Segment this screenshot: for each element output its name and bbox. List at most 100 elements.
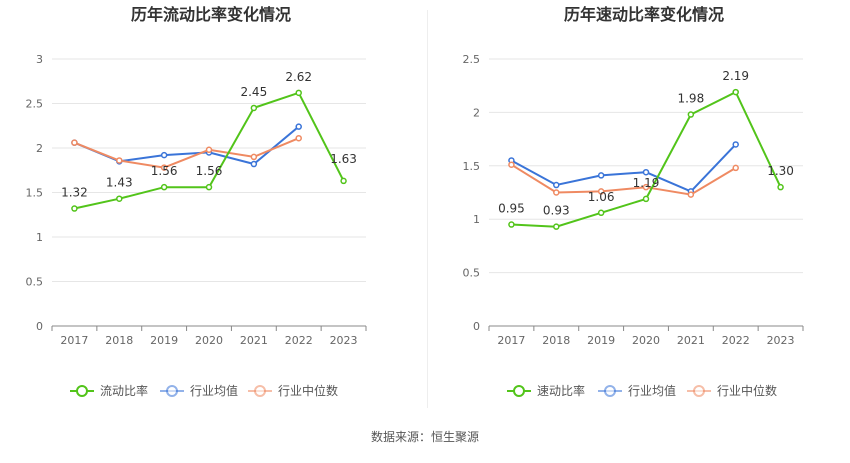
y-tick-label: 2: [36, 142, 43, 155]
series-main: [71, 89, 347, 212]
data-point: [160, 183, 168, 191]
data-point: [642, 168, 650, 176]
y-tick-label: 0: [36, 320, 43, 333]
data-label: 2.62: [285, 70, 312, 84]
legend-item: 行业均值: [160, 383, 238, 398]
series-industry-median: [71, 134, 302, 171]
x-tick-label: 2023: [330, 334, 358, 347]
data-point: [295, 123, 302, 130]
data-label: 1.56: [151, 164, 178, 178]
data-point: [295, 89, 302, 97]
data-point: [295, 134, 302, 142]
series-line: [510, 143, 737, 193]
data-point: [340, 177, 347, 185]
legend-label: 速动比率: [537, 383, 585, 398]
y-tick-label: 1: [473, 213, 480, 226]
data-label: 1.06: [588, 190, 615, 204]
data-label: 1.30: [767, 164, 794, 178]
data-point: [597, 209, 605, 217]
chart-title: 历年速动比率变化情况: [564, 5, 724, 24]
data-label: 1.19: [633, 176, 660, 190]
data-point: [160, 164, 168, 171]
data-point: [160, 151, 168, 159]
y-tick-label: 2.5: [26, 98, 44, 111]
legend-marker: [693, 385, 705, 397]
data-point: [597, 188, 605, 195]
data-point: [508, 161, 515, 168]
x-tick-label: 2020: [632, 334, 660, 347]
chart-1: 历年流动比率变化情况 0 0.5 1 1.5 2 2.5 3 2017 2018 2019 2020 2…: [26, 5, 367, 398]
legend-item: 流动比率: [70, 383, 148, 398]
legend-item: 速动比率: [507, 383, 585, 398]
legend-marker: [166, 385, 178, 397]
x-tick-label: 2017: [497, 334, 525, 347]
data-label: 0.93: [543, 204, 570, 218]
series-main: [508, 88, 784, 230]
data-label: 2.45: [240, 85, 267, 99]
data-label: 1.98: [677, 92, 704, 106]
y-tick-label: 0: [473, 320, 480, 333]
legend-marker: [513, 385, 525, 397]
data-label: 0.95: [498, 202, 525, 216]
legend-item: 行业均值: [598, 383, 676, 398]
data-label: 1.56: [196, 164, 223, 178]
series-industry-mean: [508, 141, 739, 195]
data-point: [205, 183, 213, 191]
data-point: [687, 111, 695, 118]
x-tick-label: 2018: [542, 334, 570, 347]
legend-marker: [76, 385, 88, 397]
data-source-note: 数据来源：恒生聚源: [370, 430, 479, 444]
data-point: [597, 172, 605, 179]
x-tick-label: 2021: [677, 334, 705, 347]
legend-marker: [604, 385, 616, 397]
data-point: [553, 189, 560, 196]
data-point: [250, 153, 258, 161]
series-industry-mean: [71, 123, 302, 168]
data-point: [642, 195, 650, 203]
y-tick-label: 2: [473, 106, 480, 119]
data-point: [250, 160, 258, 168]
x-tick-label: 2021: [240, 334, 268, 347]
legend-label: 行业中位数: [717, 383, 777, 398]
series-line: [510, 163, 737, 196]
y-tick-label: 0.5: [26, 276, 44, 289]
data-point: [777, 183, 784, 191]
y-tick-label: 2.5: [463, 53, 481, 66]
chart-title: 历年流动比率变化情况: [131, 5, 291, 24]
y-tick-label: 0.5: [463, 267, 481, 280]
x-tick-label: 2018: [105, 334, 133, 347]
y-tick-label: 3: [36, 53, 43, 66]
data-point: [116, 195, 123, 202]
x-tick-label: 2023: [767, 334, 795, 347]
data-label: 1.63: [330, 152, 357, 166]
y-tick-label: 1: [36, 231, 43, 244]
data-point: [642, 183, 650, 191]
panel-divider: [427, 10, 428, 408]
x-tick-label: 2017: [60, 334, 88, 347]
x-tick-label: 2019: [150, 334, 178, 347]
chart-2: 历年速动比率变化情况 0 0.5 1 1.5 2 2.5 2017 2018 2019 2020 20…: [463, 5, 804, 398]
y-tick-label: 1.5: [26, 187, 44, 200]
data-point: [71, 205, 78, 212]
x-tick-label: 2022: [722, 334, 750, 347]
data-point: [732, 88, 739, 96]
data-point: [687, 191, 695, 198]
data-point: [553, 181, 560, 189]
data-point: [250, 104, 258, 112]
data-point: [732, 164, 739, 172]
legend-label: 行业中位数: [278, 383, 338, 398]
data-point: [732, 141, 739, 148]
data-label: 2.19: [722, 69, 749, 83]
x-tick-label: 2020: [195, 334, 223, 347]
legend-label: 行业均值: [190, 383, 238, 398]
data-point: [116, 157, 123, 164]
data-point: [508, 221, 515, 228]
data-point: [71, 139, 78, 146]
data-label: 1.43: [106, 176, 133, 190]
legend-item: 行业中位数: [248, 383, 338, 398]
x-tick-label: 2022: [285, 334, 313, 347]
series-line: [74, 137, 300, 169]
y-tick-label: 1.5: [463, 160, 481, 173]
